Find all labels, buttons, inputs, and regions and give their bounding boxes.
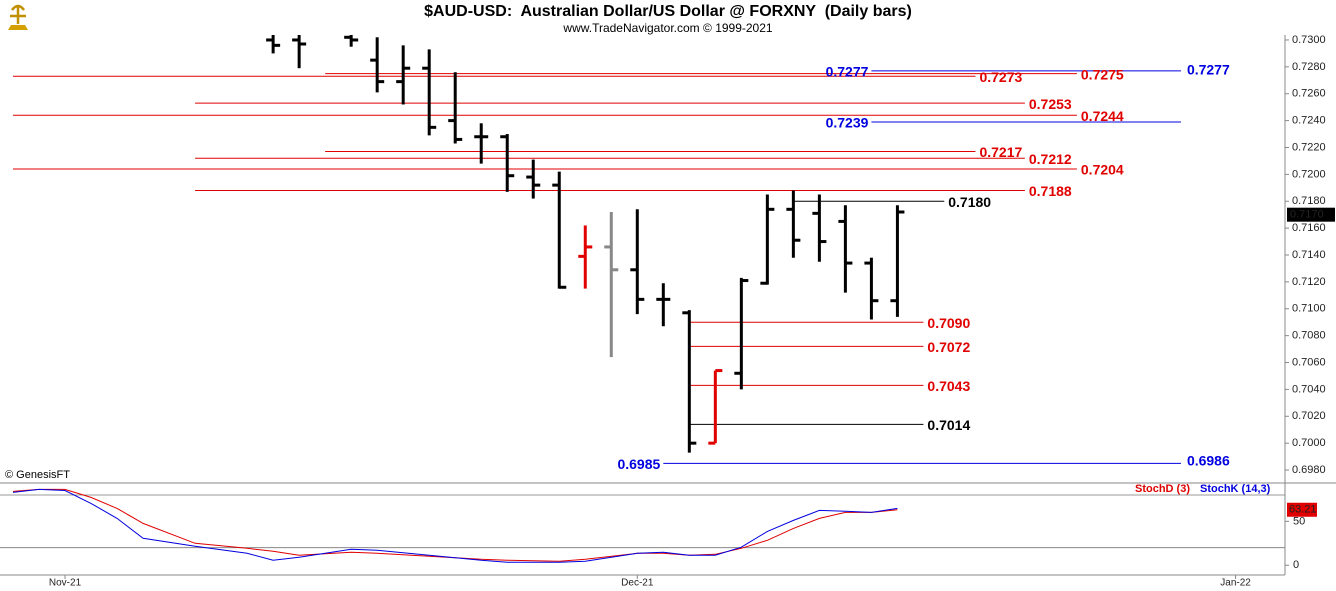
last-value-label: 63.21 — [1289, 504, 1317, 516]
chart-title: $AUD-USD: Australian Dollar/US Dollar @ … — [424, 3, 912, 20]
level-label: 0.7204 — [1081, 162, 1124, 178]
y-tick-label: 0 — [1293, 559, 1299, 571]
ohlc-bar — [526, 159, 541, 199]
y-tick-label: 0.7000 — [1292, 437, 1326, 449]
level-label: 0.7217 — [979, 144, 1022, 160]
ohlc-bar — [734, 277, 749, 390]
ohlc-bar — [786, 190, 801, 258]
ohlc-bar — [448, 72, 463, 144]
ohlc-bar — [604, 211, 619, 358]
level-label: 0.7277 — [1187, 62, 1230, 78]
x-tick-label: Nov-21 — [49, 578, 82, 589]
y-tick-label: 0.7300 — [1292, 34, 1326, 46]
ohlc-bar — [292, 35, 307, 69]
level-label: 0.6985 — [617, 456, 660, 472]
stoch-line — [12, 488, 898, 563]
logo — [8, 4, 28, 30]
level-label: 0.7244 — [1081, 108, 1124, 124]
x-tick-label: Jan-22 — [1220, 578, 1251, 589]
ohlc-bar — [422, 49, 437, 136]
legend-entry: StochD (3) — [1135, 483, 1190, 495]
level-label: 0.7180 — [948, 194, 991, 210]
y-tick-label: 0.7260 — [1292, 88, 1326, 100]
level-label: 0.7253 — [1029, 96, 1072, 112]
last-price-box — [1287, 207, 1335, 222]
level-label: 0.7275 — [1081, 66, 1124, 82]
y-tick-label: 0.6980 — [1292, 464, 1326, 476]
level-label: 0.7090 — [927, 315, 970, 331]
ohlc-bar — [890, 205, 905, 317]
y-tick-label: 0.7140 — [1292, 249, 1326, 261]
level-label: 0.7188 — [1029, 183, 1072, 199]
ohlc-bar — [708, 369, 723, 445]
y-tick-label: 50 — [1293, 515, 1305, 527]
ohlc-bar — [370, 37, 385, 93]
ohlc-bar — [552, 171, 567, 289]
y-tick-label: 0.7220 — [1292, 141, 1326, 153]
y-tick-label: 0.7120 — [1292, 276, 1326, 288]
level-label: 0.7239 — [826, 115, 869, 131]
y-tick-label: 0.7040 — [1292, 383, 1326, 395]
ohlc-bar — [656, 283, 671, 327]
level-label: 0.7072 — [927, 339, 970, 355]
y-tick-label: 0.7240 — [1292, 115, 1326, 127]
credit: © GenesisFT — [5, 469, 70, 481]
y-tick-label: 0.7180 — [1292, 195, 1326, 207]
chart-subtitle: www.TradeNavigator.com © 1999-2021 — [562, 21, 772, 35]
level-label: 0.7014 — [927, 417, 970, 433]
y-tick-label: 0.7080 — [1292, 330, 1326, 342]
level-label: 0.7043 — [927, 378, 970, 394]
ohlc-bar — [760, 194, 775, 285]
y-tick-label: 0.7160 — [1292, 222, 1326, 234]
y-tick-label: 0.7060 — [1292, 356, 1326, 368]
last-value-box — [1287, 502, 1317, 517]
x-tick-label: Dec-21 — [621, 578, 654, 589]
ohlc-bar — [812, 194, 827, 262]
price-panel — [13, 35, 1181, 464]
legend-entry: StochK (14,3) — [1200, 483, 1271, 495]
ohlc-bar — [682, 310, 697, 453]
ohlc-bar — [396, 45, 411, 105]
ohlc-bar — [500, 134, 515, 192]
y-tick-label: 0.7280 — [1292, 61, 1326, 73]
ohlc-bar — [578, 225, 593, 289]
last-price-label: 0.7170 — [1290, 209, 1324, 221]
level-label: 0.7212 — [1029, 151, 1072, 167]
y-tick-label: 0.7020 — [1292, 410, 1326, 422]
stoch-line — [12, 488, 898, 562]
y-tick-label: 0.7200 — [1292, 168, 1326, 180]
ohlc-bar — [266, 35, 281, 54]
ohlc-bar — [630, 209, 645, 315]
ohlc-bar — [838, 205, 853, 293]
level-label: 0.7273 — [979, 69, 1022, 85]
ohlc-bar — [864, 257, 879, 320]
ohlc-bar — [344, 35, 359, 47]
level-label: 0.6986 — [1187, 453, 1230, 469]
y-tick-label: 0.7100 — [1292, 303, 1326, 315]
level-label: 0.7277 — [826, 64, 869, 80]
ohlc-bar — [474, 123, 489, 164]
